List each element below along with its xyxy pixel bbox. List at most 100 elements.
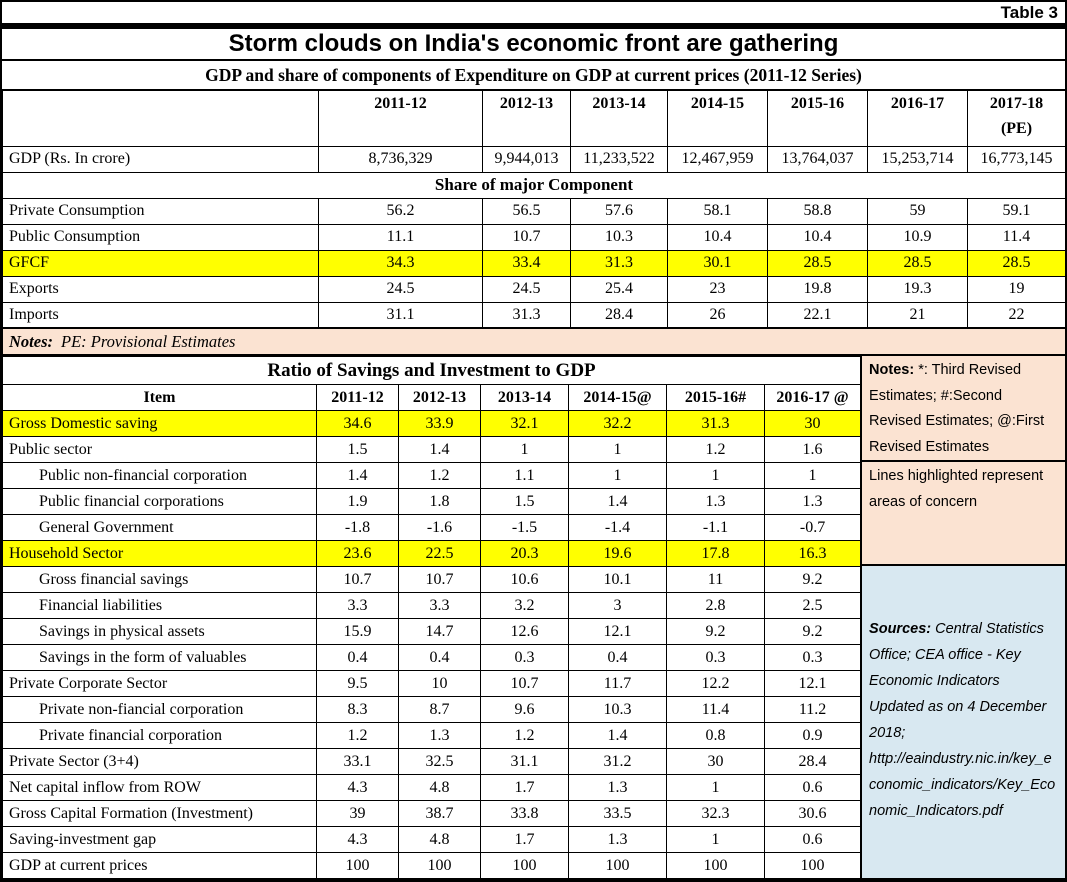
value-cell: 1.3 xyxy=(763,488,862,515)
column-header-cell: 2013-14 xyxy=(480,384,569,411)
value-cell: 0.3 xyxy=(480,644,569,671)
value-cell: 9.2 xyxy=(666,618,765,645)
value-cell: 4.8 xyxy=(398,826,481,853)
value-cell: 1.9 xyxy=(316,488,399,515)
value-cell: 1.4 xyxy=(316,462,399,489)
item-label-cell: Saving-investment gap xyxy=(2,826,317,853)
value-cell: 34.3 xyxy=(318,249,483,277)
value-cell: 22.1 xyxy=(767,301,868,329)
value-cell: 0.9 xyxy=(763,722,862,749)
value-cell: 11 xyxy=(666,566,765,593)
value-cell: 19.3 xyxy=(867,275,968,303)
value-cell: 9.2 xyxy=(763,566,862,593)
item-label-cell: Public non-financial corporation xyxy=(2,462,317,489)
table-row: Financial liabilities 3.3 3.3 3.2 3 2.8 2.5 xyxy=(2,592,862,619)
value-cell: 58.1 xyxy=(667,197,768,225)
table-row: Gross financial savings 10.7 10.7 10.6 10.1 1… xyxy=(2,566,862,593)
value-cell: 16.3 xyxy=(763,540,862,567)
value-cell: -1.1 xyxy=(666,514,765,541)
value-cell: 1 xyxy=(666,826,765,853)
table-row: Gross Capital Formation (Investment) 39 38… xyxy=(2,800,862,827)
item-label-cell: Private financial corporation xyxy=(2,722,317,749)
section-header-cell: Share of major Component xyxy=(2,171,1065,199)
value-cell: 1.5 xyxy=(316,436,399,463)
savings-investment-table: Ratio of Savings and Investment to GDP It… xyxy=(2,356,862,878)
table-row: Savings in the form of valuables 0.4 0.4 0.… xyxy=(2,644,862,671)
value-cell: 33.4 xyxy=(482,249,571,277)
value-cell: 23.6 xyxy=(316,540,399,567)
value-cell: 1 xyxy=(568,436,667,463)
value-cell: 0.6 xyxy=(763,774,862,801)
table-row: Private Consumption 56.2 56.5 57.6 58.1 58.8 5… xyxy=(2,197,1065,225)
table-row: Public financial corporations 1.9 1.8 1.5 1.… xyxy=(2,488,862,515)
highlight-note: Lines highlighted represent areas of con… xyxy=(862,462,1065,566)
value-cell: 56.5 xyxy=(482,197,571,225)
table-row: Household Sector 23.6 22.5 20.3 19.6 17.8 16.3 xyxy=(2,540,862,567)
value-cell: 22.5 xyxy=(398,540,481,567)
value-cell: 4.8 xyxy=(398,774,481,801)
sources-note: Sources: Central Statistics Office; CEA … xyxy=(862,566,1065,878)
value-cell: 10.1 xyxy=(568,566,667,593)
sources-text: Central Statistics Office; CEA office - … xyxy=(869,621,1056,819)
gdp-row-label: GDP (Rs. In crore) xyxy=(2,145,319,173)
item-label-cell: Household Sector xyxy=(2,540,317,567)
savings-table-title-cell: Ratio of Savings and Investment to GDP xyxy=(2,356,862,385)
value-cell: 100 xyxy=(763,852,862,878)
year-header-cell: 2013-14 xyxy=(570,89,668,147)
value-cell: 32.1 xyxy=(480,410,569,437)
value-cell: 0.4 xyxy=(316,644,399,671)
value-cell: 1.2 xyxy=(398,462,481,489)
value-cell: 100 xyxy=(666,852,765,878)
value-cell: 12.1 xyxy=(763,670,862,697)
table-row: 2011-12 2012-13 2013-14 2014-15 2015-16 2016-… xyxy=(2,89,1065,147)
value-cell: 28.5 xyxy=(767,249,868,277)
table-tag: Table 3 xyxy=(2,2,1065,29)
value-cell: 31.2 xyxy=(568,748,667,775)
row-label-cell: Exports xyxy=(2,275,319,303)
table-row: Item 2011-12 2012-13 2013-14 2014-15@ 2015-16… xyxy=(2,384,862,411)
value-cell: 0.6 xyxy=(763,826,862,853)
value-cell: 4.3 xyxy=(316,826,399,853)
value-cell: 33.1 xyxy=(316,748,399,775)
gdp-value-cell: 11,233,522 xyxy=(570,145,668,173)
year-header-cell: 2014-15 xyxy=(667,89,768,147)
gdp-value-cell: 15,253,714 xyxy=(867,145,968,173)
value-cell: 3.3 xyxy=(316,592,399,619)
value-cell: 32.3 xyxy=(666,800,765,827)
value-cell: 100 xyxy=(398,852,481,878)
value-cell: 1.5 xyxy=(480,488,569,515)
year-header-cell: 2012-13 xyxy=(482,89,571,147)
page-title: Storm clouds on India's economic front a… xyxy=(2,29,1065,61)
value-cell: 15.9 xyxy=(316,618,399,645)
value-cell: 38.7 xyxy=(398,800,481,827)
value-cell: 11.4 xyxy=(967,223,1065,251)
value-cell: 0.3 xyxy=(666,644,765,671)
value-cell: 33.5 xyxy=(568,800,667,827)
gdp-value-cell: 9,944,013 xyxy=(482,145,571,173)
value-cell: 20.3 xyxy=(480,540,569,567)
column-header-cell: 2012-13 xyxy=(398,384,481,411)
row-label-cell: Imports xyxy=(2,301,319,329)
value-cell: 1.2 xyxy=(666,436,765,463)
value-cell: 3 xyxy=(568,592,667,619)
value-cell: 28.4 xyxy=(763,748,862,775)
value-cell: 1.7 xyxy=(480,774,569,801)
value-cell: 34.6 xyxy=(316,410,399,437)
sources-label: Sources: xyxy=(869,621,932,637)
value-cell: 9.5 xyxy=(316,670,399,697)
row-label-cell: Public Consumption xyxy=(2,223,319,251)
highlight-note-text: Lines highlighted represent areas of con… xyxy=(869,468,1044,510)
value-cell: 1 xyxy=(763,462,862,489)
item-label-cell: General Government xyxy=(2,514,317,541)
value-cell: 31.3 xyxy=(482,301,571,329)
table-row: Imports 31.1 31.3 28.4 26 22.1 21 22 xyxy=(2,301,1065,329)
value-cell: 1 xyxy=(568,462,667,489)
value-cell: 19 xyxy=(967,275,1065,303)
value-cell: 1 xyxy=(666,462,765,489)
value-cell: 10 xyxy=(398,670,481,697)
value-cell: 10.9 xyxy=(867,223,968,251)
value-cell: 0.8 xyxy=(666,722,765,749)
item-label-cell: Gross Domestic saving xyxy=(2,410,317,437)
value-cell: 10.4 xyxy=(667,223,768,251)
value-cell: 31.3 xyxy=(570,249,668,277)
